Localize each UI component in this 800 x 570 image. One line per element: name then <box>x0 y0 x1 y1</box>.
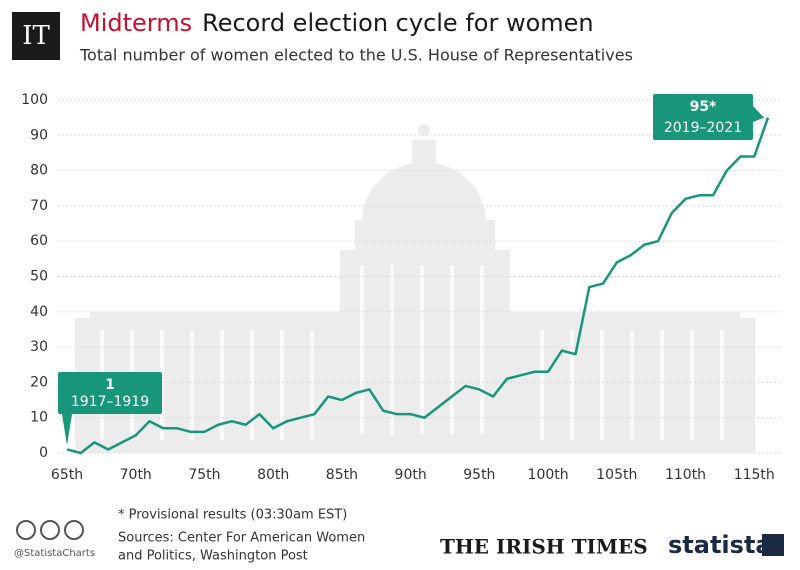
brand: statista <box>668 531 772 559</box>
y-tick-label: 60 <box>30 233 48 249</box>
x-tick-label: 70th <box>120 467 152 483</box>
y-tick-label: 0 <box>39 445 48 461</box>
y-tick-label: 100 <box>21 92 48 108</box>
y-tick-label: 80 <box>30 163 48 179</box>
annotation-label: 1 <box>105 377 115 393</box>
footnote: * Provisional results (03:30am EST) <box>118 508 347 523</box>
y-tick-label: 10 <box>30 410 48 426</box>
x-tick-label: 110th <box>665 467 706 483</box>
x-tick-label: 90th <box>395 467 427 483</box>
subtitle: Total number of women elected to the U.S… <box>79 46 633 65</box>
annotation-box <box>58 372 162 414</box>
logo-box <box>12 12 60 60</box>
title-main: Record election cycle for women <box>202 9 594 37</box>
y-tick-label: 70 <box>30 198 48 214</box>
handle: @StatistaCharts <box>14 548 95 559</box>
capitol-columns <box>100 265 724 440</box>
y-tick-label: 30 <box>30 339 48 355</box>
x-tick-label: 75th <box>188 467 220 483</box>
x-tick-label: 105th <box>596 467 637 483</box>
annotation-text: 2019–2021 <box>664 120 742 136</box>
title-prefix: Midterms <box>80 9 192 37</box>
publisher: THE IRISH TIMES <box>440 535 648 559</box>
y-tick-label: 50 <box>30 269 48 285</box>
source-line: and Politics, Washington Post <box>118 549 308 564</box>
annotation: 95* 2019–2021 <box>653 94 764 140</box>
annotation-text: 1917–1919 <box>71 394 149 410</box>
annotation-label: 95* <box>690 99 717 115</box>
brand-icon <box>762 534 784 556</box>
y-tick-label: 40 <box>30 304 48 320</box>
plot: 0 10 20 30 40 50 60 70 80 90 100 65th 70th 75th 80th 85… <box>21 92 780 483</box>
capitol-illustration <box>75 124 755 453</box>
logo: IT <box>22 21 50 51</box>
license-icons <box>16 520 84 540</box>
annotation-box <box>653 94 753 140</box>
y-tick-label: 90 <box>30 127 48 143</box>
chart-title: Midterms Record election cycle for women <box>80 9 594 37</box>
x-tick-label: 65th <box>51 467 83 483</box>
line <box>66 117 770 455</box>
x-tick-label: 95th <box>463 467 495 483</box>
x-tick-label: 115th <box>734 467 775 483</box>
x-tick-label: 100th <box>528 467 569 483</box>
annotation-pointer <box>62 414 72 446</box>
source-line: Sources: Center For American Women <box>118 531 365 546</box>
y-tick-label: 20 <box>30 374 48 390</box>
x-tick-label: 85th <box>326 467 358 483</box>
x-tick-label: 80th <box>257 467 289 483</box>
annotation-pointer <box>753 106 764 122</box>
